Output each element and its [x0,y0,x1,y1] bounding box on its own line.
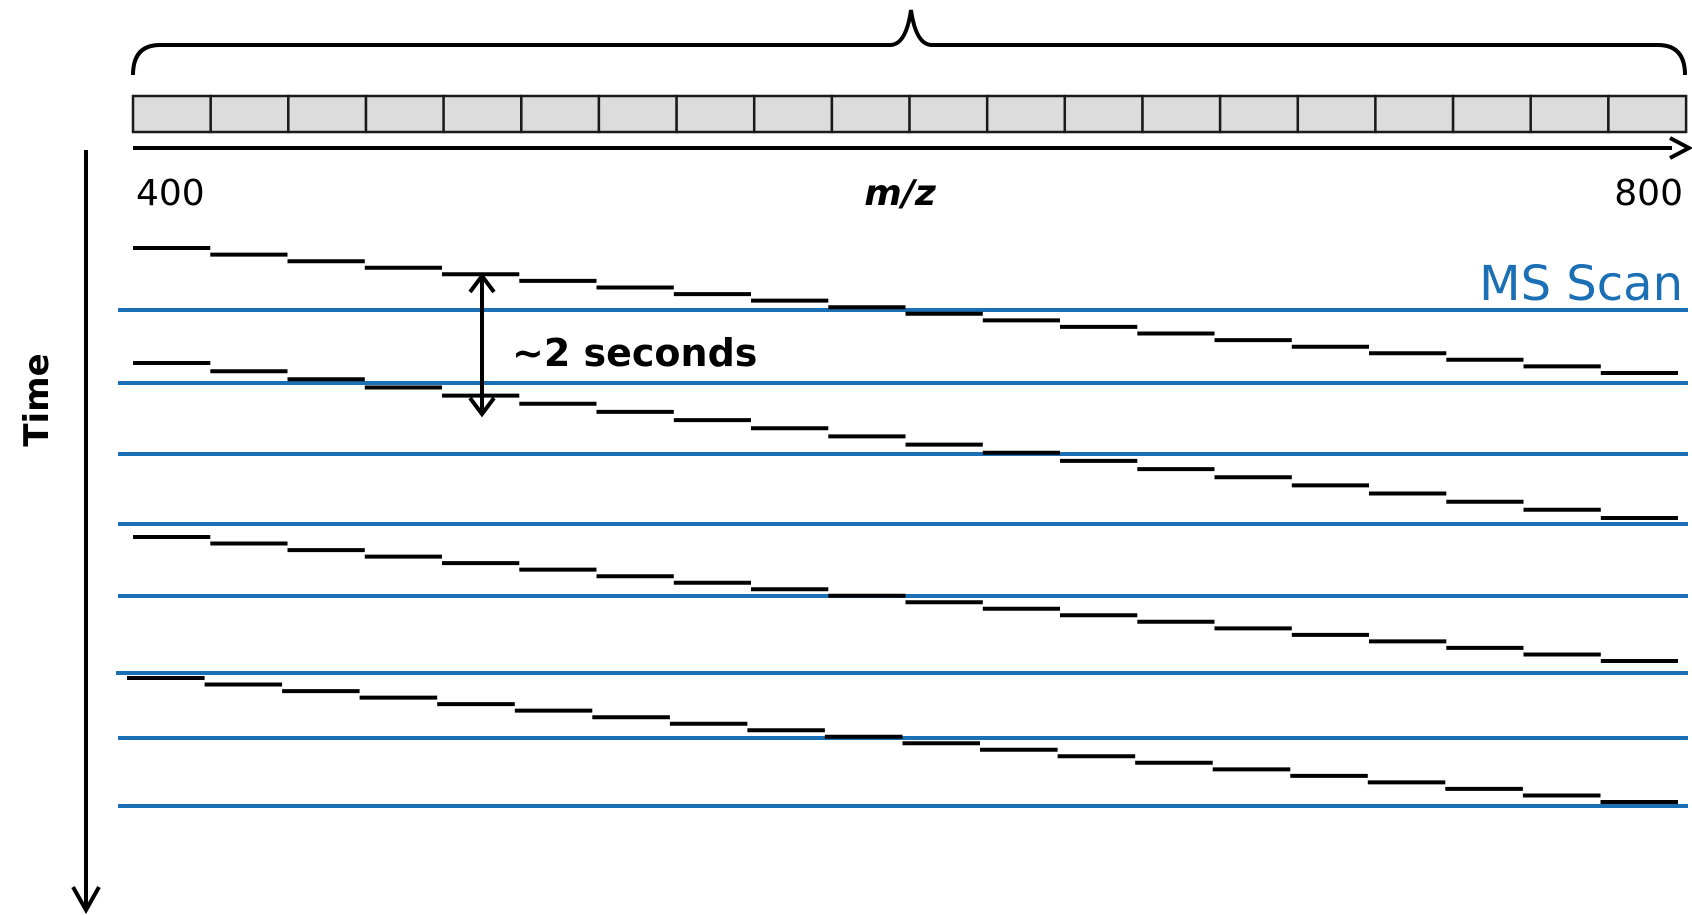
isolation-window [1218,94,1300,134]
isolation-window [1296,94,1377,134]
isolation-window [1529,94,1610,134]
isolation-window-strip [131,94,1688,134]
isolation-window [830,94,911,134]
isolation-window [597,94,678,134]
isolation-window [675,94,756,134]
isolation-window [1374,94,1455,134]
mz-axis [133,136,1692,160]
isolation-window [985,94,1067,134]
isolation-window [209,94,290,134]
isolation-window [520,94,601,134]
isolation-window [1141,94,1222,134]
swath-staircases [127,246,1678,804]
isolation-window [364,94,445,134]
isolation-window [131,94,212,134]
isolation-window [1607,94,1688,134]
isolation-window [908,94,989,134]
time-axis [71,150,101,915]
mz-max-label: 800 [1614,173,1683,214]
isolation-window [752,94,834,134]
range-brace [131,9,1687,76]
isolation-window [1063,94,1144,134]
ms-scan-lines [116,308,1688,808]
cycle-time-label: ~2 seconds [512,331,757,375]
isolation-window [287,94,368,134]
cycle-time-arrow [468,272,496,418]
mz-axis-title: m/z [864,173,937,214]
ms-scan-label: MS Scan [1479,256,1683,312]
mz-min-label: 400 [136,173,205,214]
isolation-window [442,94,523,134]
time-axis-label: Time [17,353,57,446]
isolation-window [1451,94,1533,134]
